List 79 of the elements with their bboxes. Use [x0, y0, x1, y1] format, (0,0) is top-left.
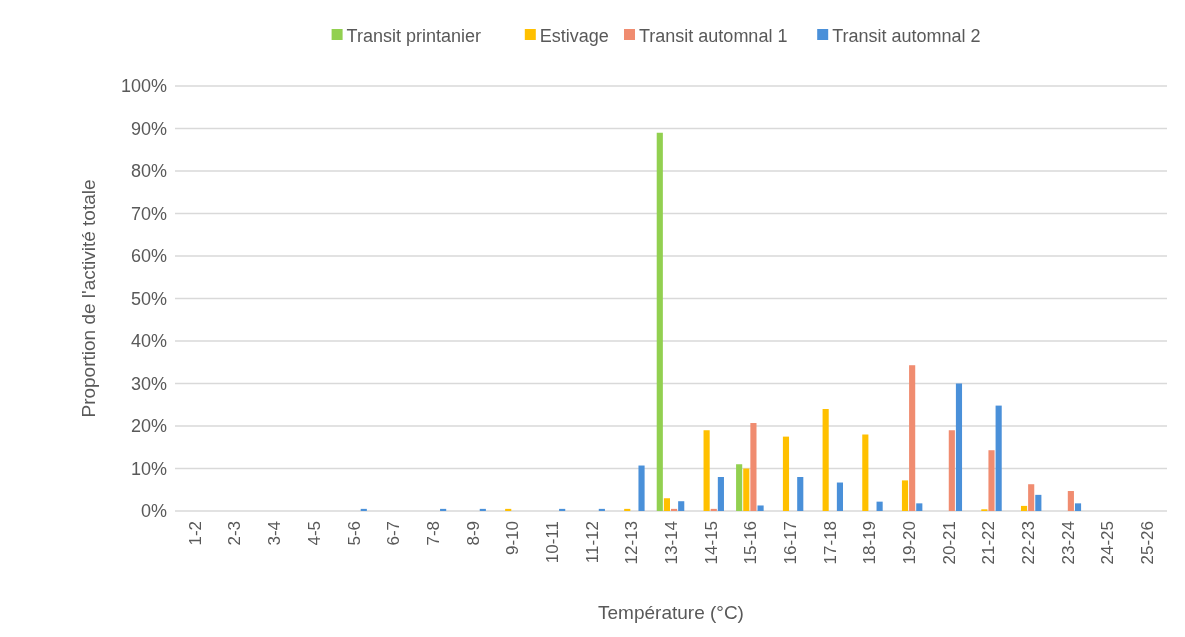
- x-tick-label: 10-11: [542, 521, 562, 564]
- bar: [988, 450, 995, 511]
- y-tick-label: 60%: [130, 246, 167, 267]
- legend-label: Transit printanier: [346, 26, 481, 47]
- x-tick-label: 13-14: [661, 521, 681, 565]
- legend-label: Estivage: [539, 26, 609, 47]
- bar: [505, 508, 512, 511]
- legend-label: Transit automnal 1: [639, 26, 788, 47]
- x-tick-label: 20-21: [939, 521, 959, 565]
- x-axis-title: Température (°C): [598, 602, 744, 623]
- legend-label: Transit automnal 2: [832, 26, 981, 47]
- bar: [909, 365, 916, 511]
- bar: [1028, 484, 1035, 511]
- bar: [876, 501, 883, 511]
- bar: [598, 508, 605, 511]
- bar: [559, 508, 566, 511]
- y-tick-label: 0%: [140, 501, 167, 522]
- x-tick-label: 4-5: [304, 521, 324, 546]
- bar: [743, 468, 750, 511]
- y-tick-label: 90%: [130, 118, 167, 139]
- x-tick-label: 17-18: [820, 521, 840, 565]
- bar: [782, 436, 790, 511]
- x-tick-label: 21-22: [979, 521, 999, 565]
- bar: [1067, 491, 1074, 511]
- x-tick-label: 19-20: [900, 521, 920, 565]
- x-tick-label: 5-6: [344, 521, 364, 546]
- x-tick-label: 22-23: [1019, 521, 1039, 565]
- bar: [678, 501, 685, 511]
- bar: [624, 508, 631, 511]
- bar: [1020, 505, 1028, 511]
- bar: [671, 508, 678, 511]
- bar: [710, 508, 717, 511]
- bar: [360, 508, 367, 511]
- bar: [750, 423, 757, 511]
- x-tick-label: 25-26: [1138, 521, 1158, 565]
- x-tick-label: 24-25: [1098, 521, 1118, 565]
- x-tick-label: 23-24: [1058, 521, 1078, 565]
- bar: [822, 409, 829, 511]
- x-tick-label: 6-7: [384, 521, 404, 546]
- x-tick-label: 3-4: [265, 521, 285, 546]
- x-tick-label: 7-8: [423, 521, 443, 546]
- y-tick-label: 20%: [130, 416, 167, 437]
- y-tick-label: 70%: [130, 203, 167, 224]
- bar: [916, 503, 923, 511]
- x-tick-label: 18-19: [860, 521, 880, 565]
- x-tick-label: 12-13: [622, 521, 642, 565]
- bar: [663, 498, 670, 511]
- x-tick-label: 8-9: [463, 521, 483, 546]
- x-tick-label: 2-3: [225, 521, 245, 546]
- bar: [836, 482, 843, 511]
- bar: [440, 508, 447, 511]
- y-tick-label: 80%: [130, 161, 167, 182]
- y-tick-label: 50%: [130, 288, 167, 309]
- bar: [757, 505, 764, 511]
- bar: [703, 430, 710, 511]
- x-tick-label: 15-16: [741, 521, 761, 565]
- bar: [955, 383, 963, 511]
- y-tick-label: 40%: [130, 331, 167, 352]
- bar: [638, 465, 645, 511]
- bar: [995, 405, 1002, 511]
- y-axis-title: Proportion de l'activité totale: [78, 179, 99, 418]
- bar: [479, 508, 486, 511]
- bar: [901, 480, 909, 511]
- bar: [797, 477, 804, 511]
- y-tick-label: 10%: [130, 458, 167, 479]
- x-tick-label: 14-15: [701, 521, 721, 565]
- y-tick-label: 100%: [120, 76, 167, 97]
- bar: [717, 477, 724, 511]
- x-tick-label: 9-10: [503, 521, 523, 556]
- bar: [1035, 494, 1042, 511]
- y-tick-label: 30%: [130, 373, 167, 394]
- x-tick-label: 16-17: [780, 521, 800, 565]
- bar: [948, 430, 955, 511]
- x-tick-label: 11-12: [582, 521, 602, 564]
- x-tick-label: 1-2: [185, 521, 205, 546]
- bar: [736, 464, 743, 511]
- bar: [862, 434, 869, 511]
- bar: [1074, 503, 1082, 511]
- bar: [656, 132, 663, 511]
